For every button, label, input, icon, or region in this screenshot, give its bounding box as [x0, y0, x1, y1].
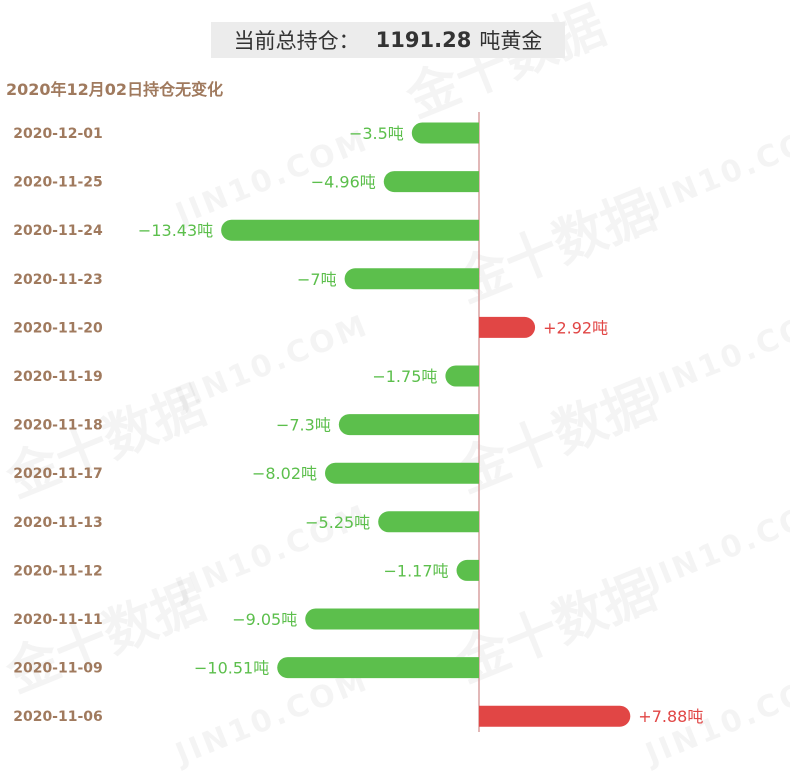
- bar-2020-11-09: [277, 657, 479, 679]
- value-label: −4.96吨: [311, 173, 376, 192]
- date-label: 2020-11-13: [13, 515, 103, 531]
- date-label: 2020-11-25: [13, 175, 103, 191]
- value-label: −9.05吨: [232, 610, 297, 629]
- bar-2020-11-25: [383, 171, 479, 193]
- date-label: 2020-11-09: [13, 661, 103, 677]
- date-label: 2020-11-18: [13, 418, 103, 434]
- value-label: −1.17吨: [383, 561, 448, 580]
- bar-2020-11-20: [479, 316, 536, 338]
- total-holdings-label: 当前总持仓：: [233, 29, 360, 53]
- bar-2020-11-13: [378, 511, 479, 533]
- holdings-change-chart: 2020-12-01 −3.5吨 2020-11-25 −4.96吨 2020-11-2…: [13, 112, 703, 732]
- value-label: −7.3吨: [276, 416, 331, 435]
- date-label: 2020-12-01: [13, 126, 103, 142]
- value-label: −8.02吨: [252, 464, 317, 483]
- date-label: 2020-11-23: [13, 272, 103, 288]
- value-label: −13.43吨: [138, 221, 213, 240]
- value-label: −1.75吨: [372, 367, 437, 386]
- date-label: 2020-11-24: [13, 223, 103, 239]
- date-label: 2020-11-19: [13, 369, 103, 385]
- date-label: 2020-11-17: [13, 466, 103, 482]
- bar-2020-11-17: [325, 462, 479, 484]
- value-label: +2.92吨: [543, 318, 608, 337]
- date-label: 2020-11-20: [13, 320, 103, 336]
- bar-2020-11-18: [338, 414, 479, 436]
- value-label: −10.51吨: [194, 659, 269, 678]
- bar-2020-11-11: [305, 608, 479, 630]
- date-label: 2020-11-12: [13, 563, 103, 579]
- bar-2020-11-12: [456, 559, 479, 581]
- total-holdings-header: 当前总持仓： 1191.28 吨黄金: [211, 22, 565, 58]
- value-label: +7.88吨: [638, 707, 703, 726]
- value-label: −3.5吨: [349, 124, 404, 143]
- bar-2020-11-23: [344, 268, 479, 290]
- bar-2020-11-24: [221, 219, 480, 241]
- bar-2020-11-19: [445, 365, 479, 387]
- value-label: −5.25吨: [305, 513, 370, 532]
- date-label: 2020-11-06: [13, 709, 103, 725]
- chart-subtitle: 2020年12月02日持仓无变化: [6, 80, 224, 99]
- bar-2020-12-01: [411, 122, 479, 144]
- value-label: −7吨: [297, 270, 337, 289]
- total-holdings-value: 1191.28: [375, 28, 472, 52]
- bar-2020-11-06: [479, 705, 631, 727]
- total-holdings-unit: 吨黄金: [479, 29, 543, 53]
- date-label: 2020-11-11: [13, 612, 103, 628]
